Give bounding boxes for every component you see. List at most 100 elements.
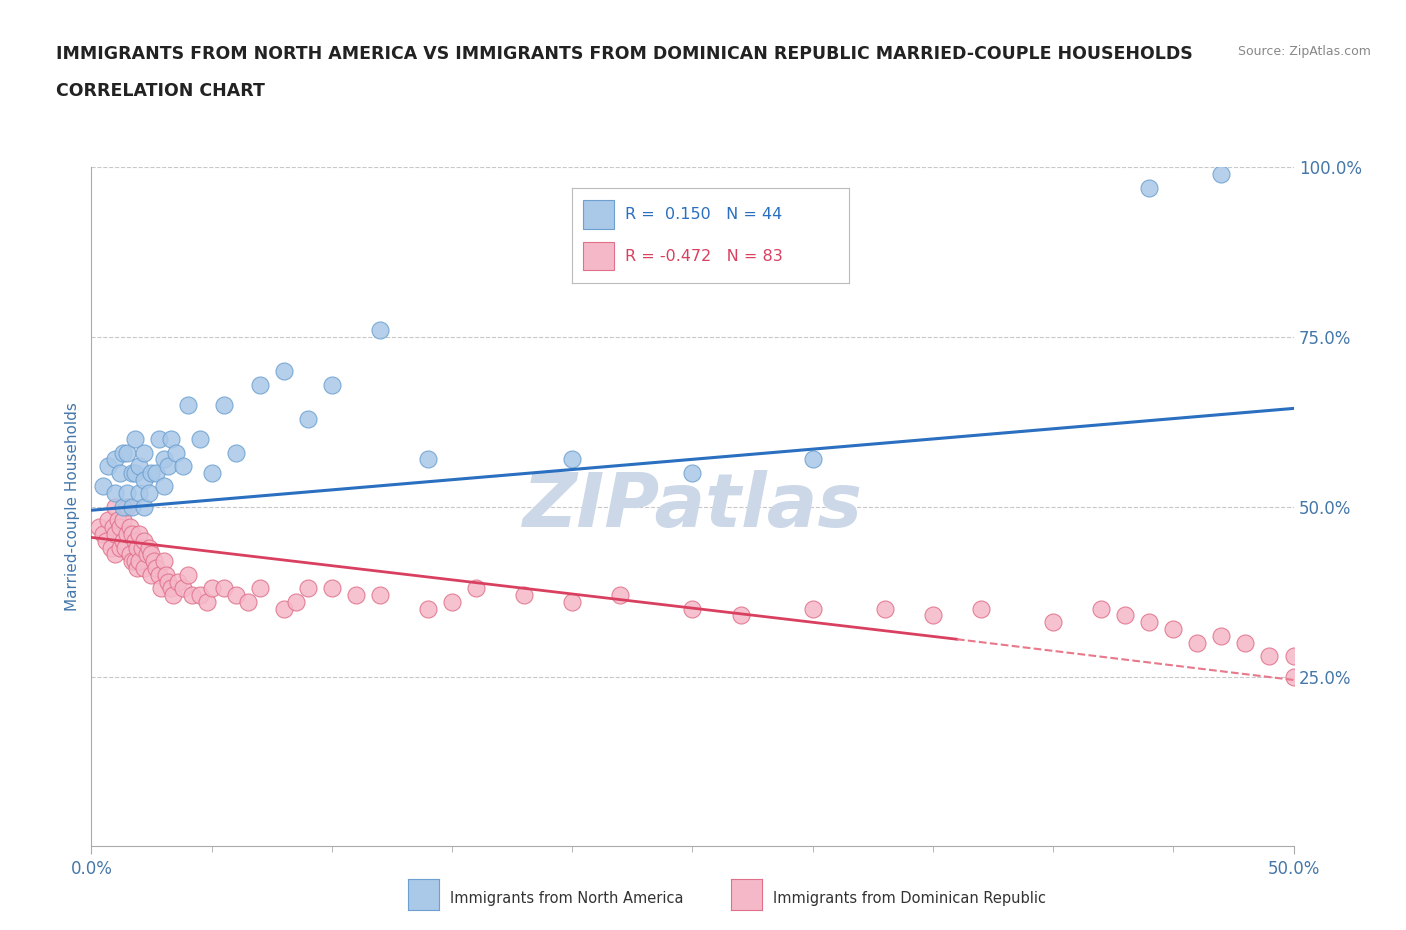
Point	[101, 520, 124, 535]
Point	[107, 513, 129, 528]
Point	[1234, 635, 1257, 650]
Point	[1137, 615, 1160, 630]
Point	[212, 398, 235, 413]
Point	[172, 581, 194, 596]
Point	[134, 561, 156, 576]
Point	[124, 553, 146, 568]
Point	[145, 466, 167, 481]
Point	[1090, 602, 1112, 617]
Point	[125, 561, 148, 576]
Point	[157, 458, 180, 473]
Point	[125, 540, 148, 555]
Point	[344, 588, 367, 603]
Point	[128, 553, 150, 568]
Point	[195, 594, 218, 609]
Point	[1258, 649, 1281, 664]
Point	[93, 479, 115, 494]
Point	[117, 445, 139, 460]
Point	[681, 602, 703, 617]
Point	[94, 534, 117, 549]
Point	[416, 602, 439, 617]
Point	[124, 466, 146, 481]
Point	[111, 445, 134, 460]
Point	[148, 567, 170, 582]
Point	[135, 547, 157, 562]
Point	[801, 602, 824, 617]
Point	[131, 540, 153, 555]
Point	[155, 567, 177, 582]
Point	[513, 588, 536, 603]
Point	[111, 513, 134, 528]
Point	[121, 466, 143, 481]
Point	[1042, 615, 1064, 630]
Point	[121, 553, 143, 568]
Point	[134, 472, 156, 487]
Point	[134, 445, 156, 460]
Point	[118, 520, 141, 535]
Text: R =  0.150   N = 44: R = 0.150 N = 44	[624, 206, 782, 222]
Point	[801, 452, 824, 467]
Point	[162, 588, 184, 603]
Point	[118, 547, 141, 562]
Point	[141, 466, 163, 481]
Point	[104, 499, 127, 514]
Point	[157, 574, 180, 589]
Point	[273, 602, 295, 617]
Point	[681, 466, 703, 481]
Point	[141, 547, 163, 562]
Point	[249, 378, 271, 392]
Point	[117, 526, 139, 541]
Point	[104, 526, 127, 541]
Point	[148, 432, 170, 446]
Point	[368, 323, 391, 338]
Point	[100, 540, 122, 555]
Point	[138, 485, 160, 500]
Point	[1211, 629, 1233, 644]
Point	[152, 452, 174, 467]
Point	[87, 520, 110, 535]
Point	[1187, 635, 1209, 650]
Point	[440, 594, 463, 609]
Point	[181, 588, 204, 603]
Point	[321, 378, 343, 392]
Point	[104, 547, 127, 562]
Point	[110, 466, 132, 481]
Point	[145, 561, 167, 576]
Point	[249, 581, 271, 596]
Point	[138, 540, 160, 555]
Point	[1137, 180, 1160, 195]
Point	[212, 581, 235, 596]
Point	[561, 452, 583, 467]
Text: Immigrants from Dominican Republic: Immigrants from Dominican Republic	[773, 891, 1046, 906]
Point	[159, 581, 181, 596]
Point	[225, 588, 247, 603]
Point	[236, 594, 259, 609]
Point	[165, 445, 187, 460]
Y-axis label: Married-couple Households: Married-couple Households	[65, 403, 80, 611]
Point	[134, 499, 156, 514]
Text: ZIPatlas: ZIPatlas	[523, 471, 862, 543]
Point	[609, 588, 631, 603]
Point	[225, 445, 247, 460]
Point	[201, 466, 224, 481]
Point	[128, 485, 150, 500]
Point	[117, 499, 139, 514]
Point	[1211, 166, 1233, 181]
Text: Immigrants from North America: Immigrants from North America	[450, 891, 683, 906]
Point	[416, 452, 439, 467]
Point	[124, 432, 146, 446]
Point	[922, 608, 945, 623]
Point	[150, 581, 173, 596]
Point	[176, 567, 198, 582]
Point	[104, 452, 127, 467]
Point	[152, 553, 174, 568]
Bar	[583, 200, 613, 229]
Point	[134, 534, 156, 549]
Point	[873, 602, 896, 617]
Bar	[583, 242, 613, 271]
Point	[297, 411, 319, 426]
Point	[121, 526, 143, 541]
Text: CORRELATION CHART: CORRELATION CHART	[56, 82, 266, 100]
Point	[104, 485, 127, 500]
Text: R = -0.472   N = 83: R = -0.472 N = 83	[624, 248, 783, 264]
